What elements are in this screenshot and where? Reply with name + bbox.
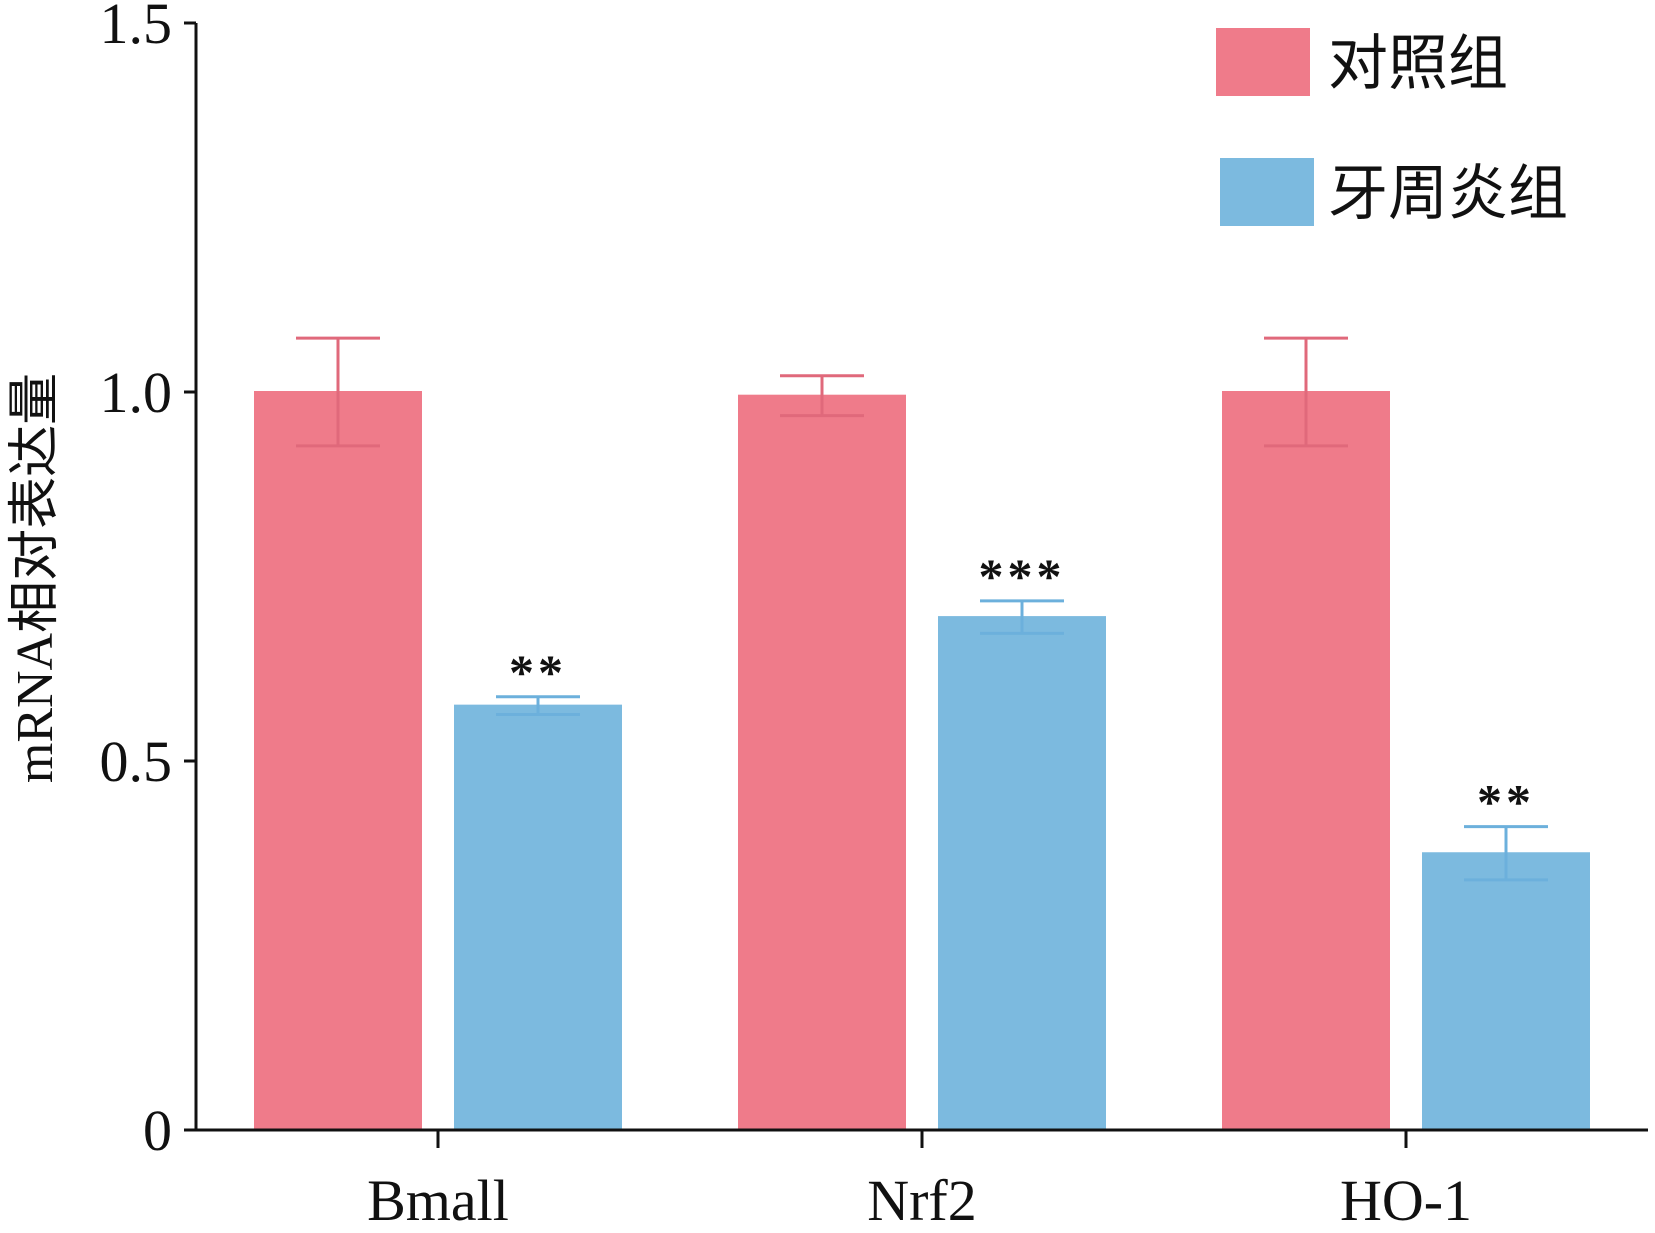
legend-swatch-control bbox=[1216, 28, 1310, 96]
bar-ho-1-series-0 bbox=[1222, 391, 1390, 1131]
x-category-label: Nrf2 bbox=[867, 1168, 977, 1228]
significance-layer: ******* bbox=[509, 548, 1535, 830]
legend-label-control: 对照组 bbox=[1328, 31, 1508, 97]
x-category-label: Bmall bbox=[367, 1168, 509, 1228]
y-tick-label: 0.5 bbox=[100, 729, 173, 794]
significance-marker: ** bbox=[509, 644, 567, 700]
y-tick-label: 0 bbox=[143, 1098, 172, 1163]
y-axis-title: mRNA相对表达量 bbox=[7, 373, 64, 783]
legend-label-periodontitis: 牙周炎组 bbox=[1328, 161, 1568, 227]
bar-nrf2-series-1 bbox=[938, 616, 1106, 1131]
x-ticks: Bmall Nrf2 HO-1 bbox=[367, 1130, 1472, 1233]
bar-bmall-series-0 bbox=[254, 391, 422, 1131]
y-tick-label: 1.5 bbox=[100, 0, 173, 56]
error-bars-layer bbox=[296, 336, 1548, 882]
bar-nrf2-series-0 bbox=[738, 394, 906, 1131]
bar-bmall-series-1 bbox=[454, 704, 622, 1132]
bar-ho-1-series-1 bbox=[1422, 852, 1590, 1131]
legend: 对照组 牙周炎组 bbox=[1216, 28, 1568, 227]
significance-marker: *** bbox=[979, 548, 1066, 604]
x-category-label: HO-1 bbox=[1340, 1168, 1472, 1228]
bars-layer bbox=[254, 391, 1590, 1132]
significance-marker: ** bbox=[1477, 774, 1535, 830]
legend-swatch-periodontitis bbox=[1220, 158, 1314, 226]
y-ticks: 0 0.5 1.0 1.5 bbox=[100, 0, 196, 1163]
y-tick-label: 1.0 bbox=[100, 360, 173, 425]
